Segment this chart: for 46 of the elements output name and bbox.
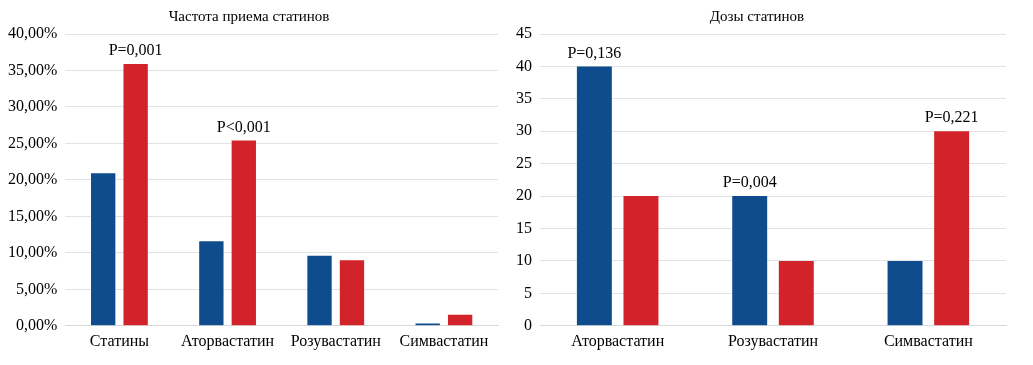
x-tick-label: Аторвастатин [181, 331, 275, 350]
bar [778, 260, 814, 326]
y-tick-label: 30,00% [8, 97, 58, 115]
bar [887, 260, 923, 326]
y-tick-label: 15,00% [8, 206, 58, 224]
y-tick-label: 40,00% [8, 24, 58, 42]
y-tick-label: 45 [516, 24, 532, 42]
annotation: P=0,136 [567, 43, 622, 61]
y-tick-label: 0 [524, 316, 532, 333]
x-tick-label: Симвастатин [883, 331, 974, 349]
x-tick-label: Розувастатин [727, 331, 819, 350]
bar [576, 66, 612, 326]
x-tick-label: Статины [89, 331, 150, 349]
y-tick-label: 5,00% [16, 279, 58, 297]
y-tick-label: 40 [516, 56, 532, 74]
bar [934, 131, 970, 326]
y-tick-label: 20 [516, 186, 532, 204]
chart-title: Частота приема статинов [168, 7, 330, 24]
y-tick-label: 35,00% [8, 60, 58, 78]
bar [339, 260, 365, 326]
annotation: P=0,001 [108, 41, 163, 59]
y-tick-label: 30 [516, 121, 532, 139]
y-tick-label: 25 [516, 153, 532, 171]
chart-title: Дозы статинов [709, 7, 805, 24]
x-tick-label: Аторвастатин [571, 331, 665, 350]
y-tick-label: 10,00% [8, 243, 58, 261]
bar [123, 63, 148, 326]
bar [732, 196, 768, 326]
annotation: P<0,001 [216, 117, 271, 135]
x-tick-label: Розувастатин [290, 331, 382, 350]
bar [447, 314, 473, 326]
bar [91, 173, 116, 326]
annotation: P=0,221 [924, 108, 979, 126]
y-tick-label: 25,00% [8, 133, 58, 151]
bar [623, 196, 659, 326]
y-tick-label: 20,00% [8, 170, 58, 188]
y-tick-label: 10 [516, 251, 532, 269]
y-tick-label: 0,00% [16, 316, 58, 333]
y-tick-label: 5 [524, 283, 532, 301]
bar [307, 255, 332, 326]
y-tick-label: 15 [516, 218, 532, 236]
y-tick-label: 35 [516, 89, 532, 107]
annotation: P=0,004 [722, 173, 777, 191]
bar [199, 241, 224, 326]
x-tick-label: Симвастатин [399, 331, 489, 349]
bar [231, 140, 256, 326]
